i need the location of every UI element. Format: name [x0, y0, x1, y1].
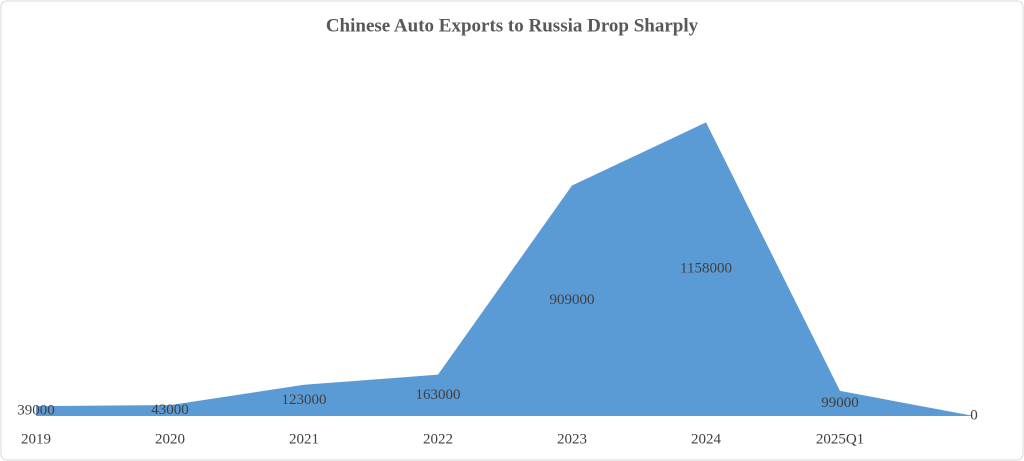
x-tick-label: 2024 [691, 431, 722, 447]
data-label: 99000 [821, 395, 859, 411]
data-label: 909000 [550, 292, 595, 308]
x-tick-label: 2023 [557, 431, 587, 447]
data-label: 39000 [17, 402, 55, 418]
data-label: 163000 [416, 387, 461, 403]
data-label: 123000 [282, 392, 327, 408]
x-tick-label: 2021 [289, 431, 319, 447]
x-tick-label: 2019 [21, 431, 51, 447]
chart-title: Chinese Auto Exports to Russia Drop Shar… [326, 15, 699, 36]
x-tick-label: 2025Q1 [816, 431, 864, 447]
area [36, 122, 974, 416]
x-tick-label: 2022 [423, 431, 453, 447]
data-label: 1158000 [680, 261, 732, 277]
data-label: 0 [970, 407, 978, 423]
x-tick-label: 2020 [155, 431, 185, 447]
data-label: 43000 [151, 402, 189, 418]
